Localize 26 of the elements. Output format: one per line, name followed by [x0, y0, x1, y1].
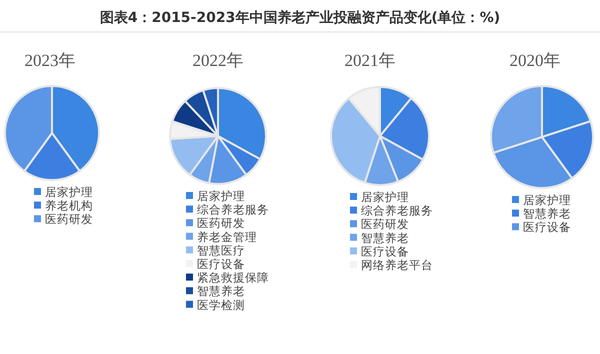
legend-label: 居家护理: [197, 189, 245, 203]
legend-label: 智慧医疗: [197, 243, 245, 258]
text: 图表4：2015-2023年中国养老产业投融资产品变化(单位：%): [100, 9, 500, 26]
legend-label: 智慧养老: [197, 284, 245, 298]
legend-label: 智慧养老: [361, 230, 409, 245]
legend-label: 综合养老服务: [197, 202, 269, 217]
legend-label: 医学检测: [197, 298, 245, 312]
legend-label: 医疗设备: [361, 244, 409, 258]
legend-label: 居家护理: [523, 193, 571, 207]
legend-label: 医药研发: [45, 212, 93, 226]
legend-label: 紧急救援保障: [197, 270, 269, 285]
chart-subtitle: 2022年: [192, 51, 244, 70]
legend-label: 医药研发: [197, 216, 245, 230]
legend-label: 居家护理: [45, 185, 93, 199]
legend-label: 综合养老服务: [361, 204, 433, 218]
legend-label: 医疗设备: [197, 257, 245, 271]
legend-label: 医药研发: [361, 217, 409, 232]
legend-label: 养老机构: [45, 198, 93, 213]
legend-label: 智慧养老: [523, 206, 571, 221]
legend-label: 养老金管理: [197, 230, 257, 244]
legend-label: 医疗设备: [523, 220, 571, 234]
legend-label: 居家护理: [361, 190, 409, 204]
chart-subtitle: 2020年: [510, 51, 560, 70]
chart-subtitle: 2023年: [24, 51, 76, 70]
legend-label: 网络养老平台: [361, 258, 433, 272]
chart-subtitle: 2021年: [344, 51, 396, 70]
